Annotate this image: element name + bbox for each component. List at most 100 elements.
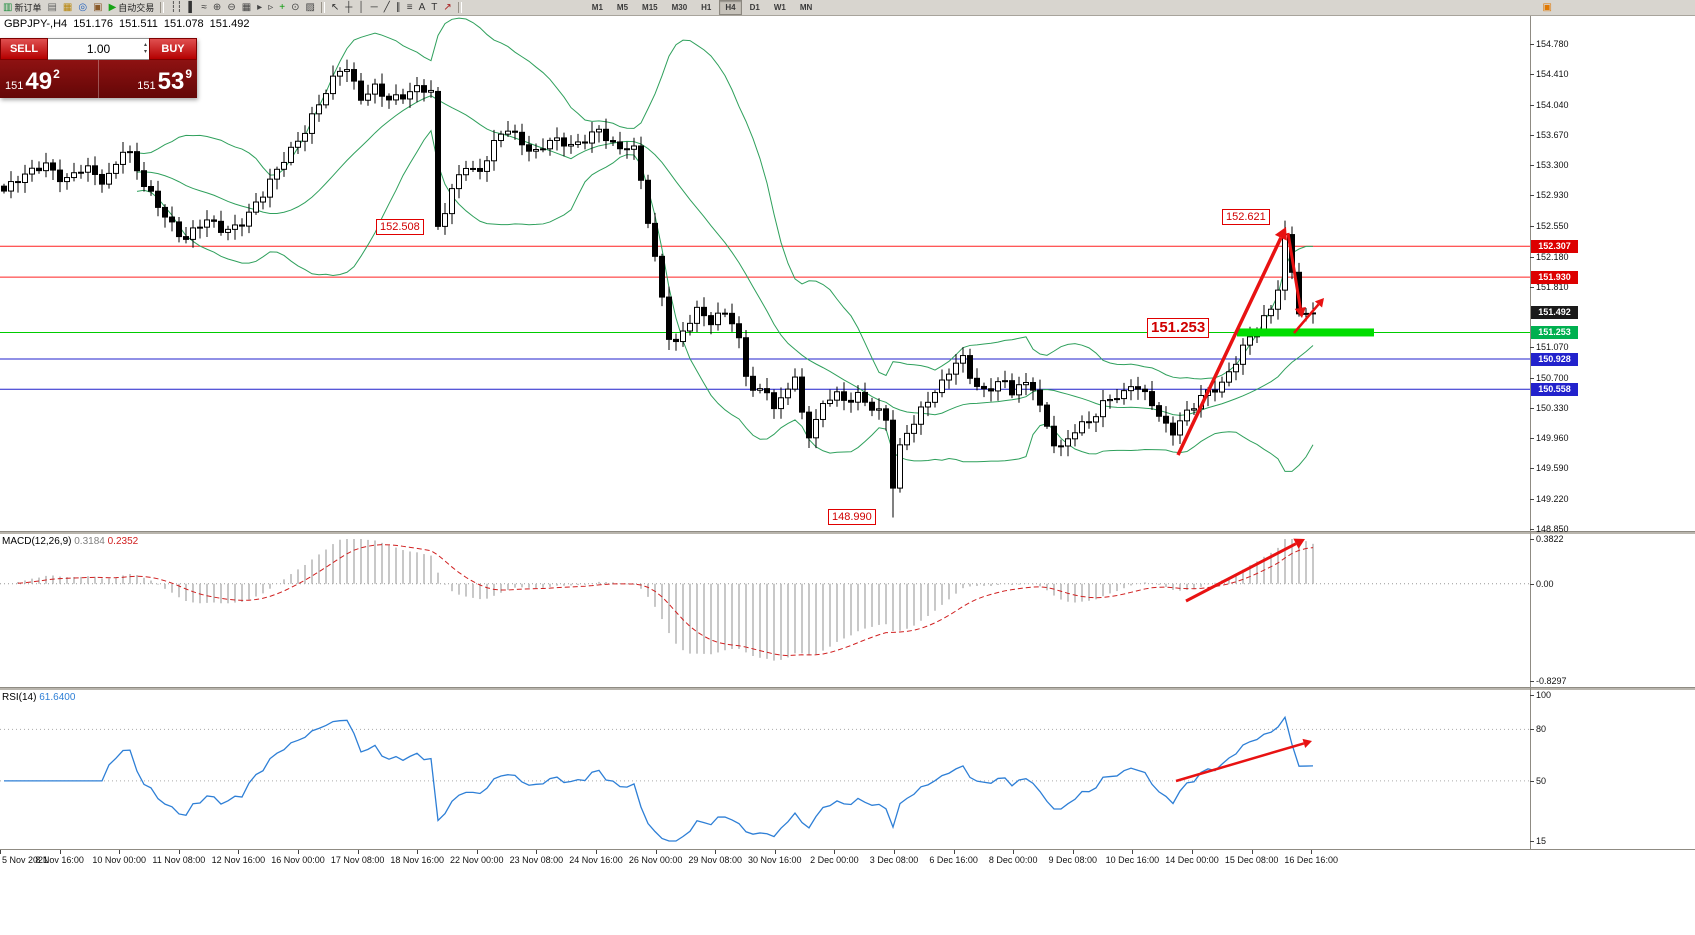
bollinger-bands[interactable]: [136, 17, 1314, 472]
time-axis-label: 6 Dec 16:00: [929, 855, 978, 865]
trend-arrow[interactable]: [1175, 738, 1312, 783]
zoom-in-button[interactable]: ⊕: [210, 1, 224, 14]
price-axis-label: 152.550: [1536, 221, 1569, 232]
support-zone-band[interactable]: [1237, 328, 1374, 337]
panel-splitter[interactable]: [0, 531, 1695, 534]
timeframe-toolbar: M1 M5 M15 M30 H1 H4 D1 W1 MN: [585, 0, 820, 15]
time-axis-label: 18 Nov 16:00: [390, 855, 444, 865]
data-window-button[interactable]: ▦: [60, 1, 75, 14]
price-tag: 150.928: [1531, 352, 1578, 366]
text-button[interactable]: A: [416, 1, 429, 14]
buy-price-display[interactable]: 151 53 9: [98, 60, 197, 98]
fibonacci-button[interactable]: ≡: [404, 1, 416, 14]
timeframe-m30[interactable]: M30: [671, 3, 688, 12]
price-axis-label: 100: [1536, 690, 1552, 700]
arrows-button[interactable]: ↗: [440, 1, 454, 14]
cursor-button[interactable]: ↖: [328, 1, 342, 14]
time-axis-tick: [178, 850, 180, 854]
market-watch-button[interactable]: ▤: [44, 1, 59, 14]
sell-price-display[interactable]: 151 49 2: [0, 60, 98, 98]
volume-spin-buttons[interactable]: ▴ ▾: [144, 39, 147, 59]
chart-shift-button[interactable]: ▹: [265, 1, 276, 14]
time-axis-label: 26 Nov 00:00: [628, 855, 683, 865]
bar-chart-button[interactable]: ┆┆: [167, 1, 185, 14]
price-label-annotation[interactable]: 151.253: [1147, 318, 1210, 338]
periods-icon: ⊙: [291, 1, 300, 13]
time-axis-tick: [357, 850, 359, 854]
crosshair-button[interactable]: ┼: [342, 1, 355, 14]
new-order-button[interactable]: ▥ 新订单: [0, 1, 44, 14]
spin-up-icon[interactable]: ▴: [143, 42, 147, 48]
spin-down-icon[interactable]: ▾: [143, 49, 147, 55]
trendline-button[interactable]: ╱: [381, 1, 393, 14]
timeframe-h4[interactable]: H4: [719, 0, 742, 15]
timeframe-m5[interactable]: M5: [616, 3, 629, 12]
macd-histogram: [17, 539, 1314, 661]
rsi-line[interactable]: [4, 715, 1314, 842]
volume-value[interactable]: 1.00: [86, 42, 111, 56]
trend-arrow[interactable]: [1293, 298, 1324, 334]
line-chart-button[interactable]: ≈: [198, 1, 210, 14]
price-label-annotation[interactable]: 152.508: [376, 219, 424, 235]
periods-button[interactable]: ⊙: [288, 1, 302, 14]
price-label-annotation[interactable]: 152.621: [1222, 209, 1270, 225]
horizontal-lines[interactable]: [0, 245, 1530, 390]
trend-arrow[interactable]: [1176, 227, 1287, 456]
autotrading-button-label: 自动交易: [118, 3, 155, 13]
navigator-button[interactable]: ◎: [75, 1, 90, 14]
price-axis-label: -0.8297: [1536, 676, 1567, 686]
price-axis-tick: [1530, 407, 1534, 409]
price-axis-label: 154.040: [1536, 99, 1569, 110]
timeframe-h1[interactable]: H1: [701, 3, 712, 12]
trend-arrow[interactable]: [1185, 538, 1305, 603]
vertical-line-button[interactable]: │: [355, 1, 367, 14]
time-axis-label: 8 Dec 00:00: [988, 855, 1038, 865]
volume-stepper[interactable]: 1.00 ▴ ▾: [48, 38, 149, 60]
price-axis-label: 149.590: [1536, 463, 1569, 474]
terminal-button[interactable]: ▣: [90, 1, 105, 14]
time-axis-tick: [536, 850, 538, 854]
price-axis-label: 0.3822: [1536, 534, 1564, 544]
main-price-chart[interactable]: [0, 15, 1530, 531]
sell-button[interactable]: SELL: [0, 38, 48, 60]
time-axis-tick: [715, 850, 717, 854]
fibonacci-icon: ≡: [406, 1, 413, 13]
macd-main-value: 0.3184: [74, 536, 105, 547]
timeframe-m15[interactable]: M15: [642, 3, 658, 12]
price-label-annotation[interactable]: 148.990: [828, 509, 876, 525]
auto-scroll-button[interactable]: ▸: [254, 1, 265, 14]
price-axis-tick: [1530, 438, 1534, 440]
one-click-trading-panel: SELL 1.00 ▴ ▾ BUY 151 49 2 151 53 9: [0, 38, 197, 98]
price-axis-border: [1530, 15, 1531, 849]
text-label-button[interactable]: T: [428, 1, 440, 14]
trend-arrow[interactable]: [1286, 232, 1306, 318]
price-axis-tick: [1530, 695, 1534, 696]
tile-windows-button[interactable]: ▦: [239, 1, 254, 14]
timeframe-w1[interactable]: W1: [773, 3, 786, 12]
templates-button[interactable]: ▨: [302, 1, 317, 14]
price-axis-tick: [1530, 528, 1534, 530]
time-axis[interactable]: 5 Nov 2021 8 Nov 16:00 10 Nov 00:00 11 Nov …: [0, 849, 1695, 872]
panel-splitter[interactable]: [0, 687, 1695, 690]
time-axis-label: 5 Nov 2021: [2, 855, 49, 865]
rsi-label: RSI(14) 61.6400: [2, 692, 75, 703]
zoom-out-button[interactable]: ⊖: [224, 1, 238, 14]
rsi-indicator-panel[interactable]: [0, 689, 1530, 849]
price-axis-tick: [1530, 377, 1534, 379]
macd-signal-line[interactable]: [17, 544, 1314, 657]
macd-indicator-panel[interactable]: [0, 533, 1530, 687]
price-axis[interactable]: 154.780 154.410 154.040 153.670 153.300 152.9…: [1530, 15, 1694, 849]
timeframe-d1[interactable]: D1: [749, 3, 760, 12]
buy-price-prefix: 151: [137, 80, 156, 92]
timeframe-m1[interactable]: M1: [591, 3, 603, 12]
candlestick-chart-button[interactable]: ▌: [185, 1, 198, 14]
arrow-tool-icon: ↗: [443, 1, 452, 13]
timeframe-mn[interactable]: MN: [799, 3, 813, 12]
alert-button[interactable]: ▣: [1540, 1, 1555, 14]
horizontal-line-button[interactable]: ─: [368, 1, 381, 14]
indicators-button[interactable]: +: [276, 1, 288, 14]
buy-button[interactable]: BUY: [149, 38, 197, 60]
autotrading-button[interactable]: ▶ 自动交易: [106, 1, 158, 14]
channel-button[interactable]: ∥: [393, 1, 404, 14]
